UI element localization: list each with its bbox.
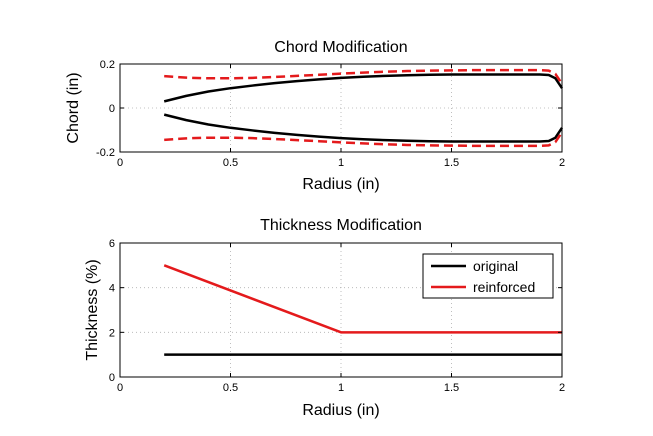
thickness-subplot: 0 0.5 1 1.5 2 0 2 4 6 Thickness Modification Rad… (84, 217, 565, 419)
thickness-title: Thickness Modification (260, 217, 422, 234)
thickness-series-line-reinforced (163, 264, 562, 334)
chord-series-group (163, 68, 564, 148)
thickness-xtick-label: 0.5 (223, 382, 238, 394)
thickness-xtick-label: 1.5 (444, 382, 459, 394)
thickness-ytick-label: 6 (109, 238, 115, 250)
chord-xtick-label: 1.5 (444, 157, 459, 169)
chord-xtick-label: 0 (117, 157, 123, 169)
chord-series-line-1 (163, 113, 564, 143)
thickness-xlabel: Radius (in) (302, 402, 379, 419)
thickness-series-group (163, 264, 562, 356)
chord-xlabel: Radius (in) (302, 176, 379, 193)
thickness-ylabel: Thickness (%) (84, 259, 101, 360)
chord-xtick-label: 1 (338, 157, 344, 169)
chord-title: Chord Modification (274, 39, 407, 56)
legend-label-reinforced: reinforced (473, 279, 535, 295)
thickness-xtick-label: 2 (559, 382, 565, 394)
chord-xtick-label: 0.5 (223, 157, 238, 169)
chord-subplot: 0 0.5 1 1.5 2-0.200.2 Chord Modification Rad… (65, 39, 565, 193)
chord-series-line-3 (164, 131, 564, 148)
chord-xtick-label: 2 (559, 157, 565, 169)
thickness-ytick-label: 2 (109, 327, 115, 339)
chord-ticks: 0 0.5 1 1.5 2-0.200.2 (96, 59, 565, 169)
chord-series-line-0 (163, 73, 564, 103)
chord-ytick-label: 0.2 (100, 59, 115, 71)
legend: original reinforced (422, 253, 554, 299)
thickness-ytick-label: 4 (109, 283, 115, 295)
thickness-ticks: 0 0.5 1 1.5 2 0 2 4 6 (109, 238, 565, 394)
chord-grid (120, 64, 562, 152)
chord-ylabel: Chord (in) (65, 72, 82, 143)
chord-ytick-label: 0 (109, 103, 115, 115)
thickness-xtick-label: 0 (117, 382, 123, 394)
thickness-ytick-label: 0 (109, 372, 115, 384)
legend-label-original: original (473, 258, 518, 274)
legend-box (422, 253, 554, 299)
chord-ytick-label: -0.2 (96, 147, 115, 159)
chord-series-line-2 (164, 68, 564, 85)
thickness-xtick-label: 1 (338, 382, 344, 394)
